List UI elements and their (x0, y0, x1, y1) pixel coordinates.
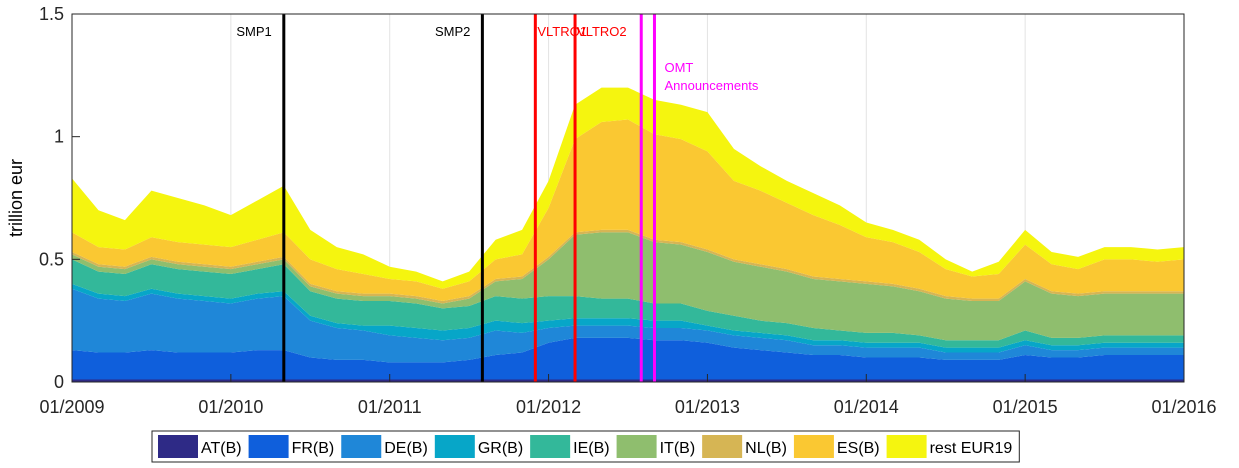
legend: AT(B) FR(B) DE(B) GR(B) IE(B) IT(B) NL(B) ES(B)… (151, 430, 1020, 463)
x-tick-label: 01/2014 (834, 397, 899, 417)
legend-swatch (616, 435, 657, 458)
legend-label: GR(B) (478, 440, 523, 457)
event-label: Announcements (664, 78, 758, 93)
legend-swatch (702, 435, 743, 458)
x-tick-label: 01/2012 (516, 397, 581, 417)
x-tick-label: 01/2009 (39, 397, 104, 417)
plot-frame (71, 13, 1185, 383)
area (72, 87, 1184, 289)
x-tick-label: 01/2016 (1151, 397, 1216, 417)
y-tick-label: 0 (54, 372, 64, 392)
legend-box (151, 430, 1020, 463)
legend-swatch (793, 435, 834, 458)
y-axis-label: trillion eur (6, 159, 26, 237)
legend-swatch (248, 435, 289, 458)
x-tick-label: 01/2013 (675, 397, 740, 417)
legend-label: IT(B) (660, 440, 696, 457)
legend-label: FR(B) (292, 440, 335, 457)
area (72, 259, 1184, 348)
area (72, 379, 1184, 382)
area (72, 119, 1184, 302)
area (72, 337, 1184, 380)
legend-swatch (886, 435, 927, 458)
area (72, 232, 1184, 341)
event-label: VLTRO2 (577, 24, 627, 39)
event-label: SMP1 (236, 24, 271, 39)
area (72, 283, 1184, 353)
legend-label: ES(B) (837, 440, 880, 457)
legend-swatch (530, 435, 571, 458)
y-tick-label: 1.5 (39, 4, 64, 24)
x-tick-label: 01/2010 (198, 397, 263, 417)
x-tick-label: 01/2011 (358, 397, 422, 417)
event-label: OMT (664, 60, 693, 75)
legend-swatch (341, 435, 382, 458)
event-label: SMP2 (435, 24, 470, 39)
x-tick-label: 01/2015 (993, 397, 1058, 417)
legend-label: rest EUR19 (930, 440, 1013, 457)
legend-label: NL(B) (745, 440, 787, 457)
legend-label: IE(B) (573, 440, 609, 457)
legend-swatch (158, 435, 198, 458)
y-tick-label: 1 (54, 127, 64, 147)
y-tick-label: 0.5 (39, 249, 64, 269)
legend-swatch (434, 435, 475, 458)
legend-label: AT(B) (201, 440, 242, 457)
legend-label: DE(B) (384, 440, 428, 457)
